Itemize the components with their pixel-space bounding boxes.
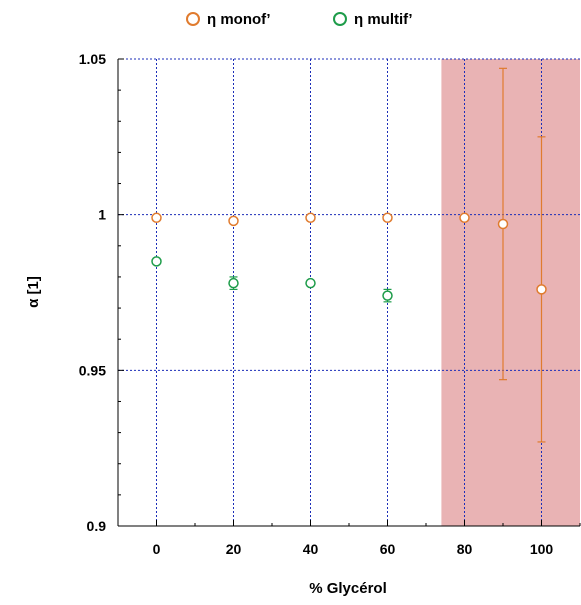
data-point [536,284,547,295]
data-point [382,290,393,301]
x-axis-title: % Glycérol [309,580,387,597]
data-point [305,212,316,224]
data-point [228,277,239,289]
data-point [151,212,162,224]
shaded-region [441,59,580,526]
legend-marker-multif [333,12,347,26]
data-point [305,277,316,289]
legend-marker-monof [186,12,200,26]
x-tick-label: 40 [303,541,319,557]
y-tick-label: 0.95 [79,362,106,378]
x-tick-label: 0 [153,541,161,557]
data-point [459,212,470,224]
legend-label-multif: η multif’ [354,11,413,28]
legend-label-monof: η monof’ [207,11,271,28]
x-tick-label: 60 [380,541,396,557]
series-monof [151,67,547,443]
data-point [151,256,162,267]
x-tick-label: 80 [457,541,473,557]
x-tick-label: 100 [530,541,554,557]
data-point [497,218,509,230]
data-point [228,215,239,227]
y-tick-label: 0.9 [87,518,107,534]
series-multif [151,256,393,303]
y-axis-title: α [1] [25,276,42,308]
y-tick-label: 1 [98,207,106,223]
y-tick-label: 1.05 [79,51,106,67]
x-tick-label: 20 [226,541,242,557]
legend: η monof’ η multif’ [186,11,413,28]
data-point [382,212,393,224]
plot-area: 0 20 40 60 80 100 0.9 0.95 1 1.05 [79,51,581,557]
